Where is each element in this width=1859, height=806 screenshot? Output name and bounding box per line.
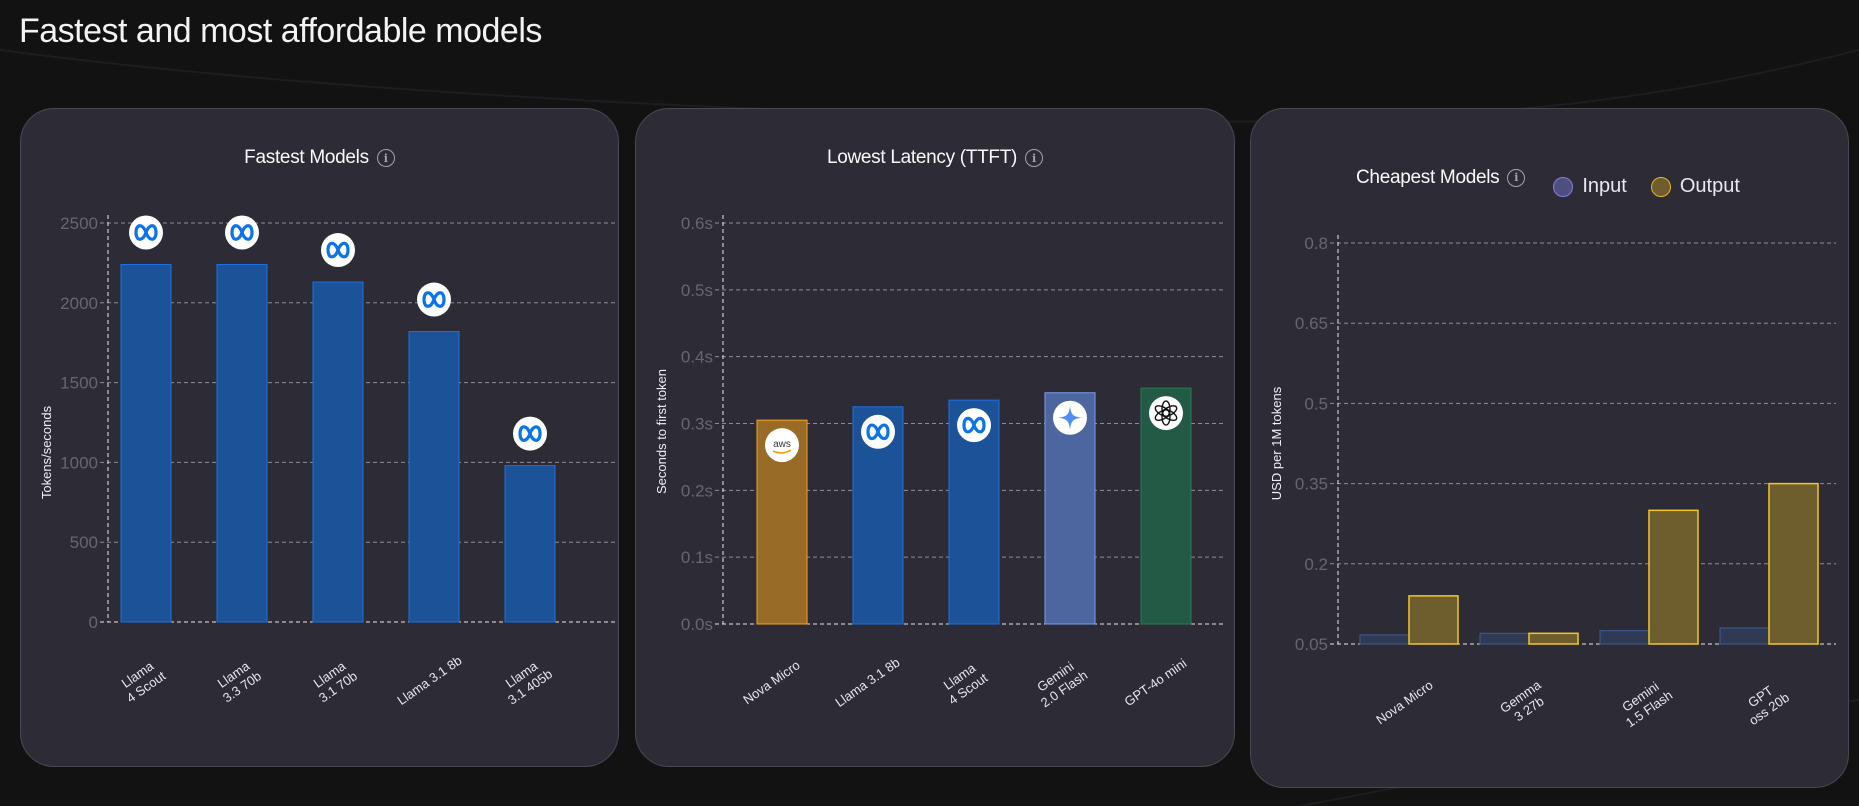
legend-label: Output	[1679, 175, 1740, 197]
info-icon[interactable]: i	[376, 149, 395, 167]
bar[interactable]	[120, 263, 172, 623]
card-title: Fastest Models	[244, 147, 369, 168]
page-title: Fastest and most affordable models	[19, 12, 542, 50]
x-tick-label: Gemini1.5 Flash	[1614, 675, 1675, 730]
bar-input[interactable]	[1719, 627, 1770, 645]
x-tick-label: Gemini2.0 Flash	[1029, 655, 1090, 710]
x-tick-label: GPT-4o mini	[1122, 655, 1190, 709]
bar[interactable]	[408, 331, 460, 623]
bar-input[interactable]	[1599, 630, 1650, 645]
x-tick-label: Gemma3 27b	[1497, 677, 1553, 729]
card-header: Fastest Models i	[21, 147, 618, 169]
bar[interactable]	[216, 263, 268, 623]
gemini-logo-icon	[1053, 400, 1087, 435]
bar[interactable]	[756, 419, 808, 625]
y-tick-label: 1500	[60, 374, 98, 393]
y-tick-label: 0	[89, 613, 98, 632]
x-tick-label: Nova Micro	[740, 657, 802, 707]
lowest-latency-chart: 0.0s 0.1s 0.2s 0.3s 0.4s 0.5s 0.6s Seconds to f…	[654, 214, 1226, 710]
y-tick-label: 500	[70, 533, 98, 552]
info-icon[interactable]: i	[1507, 168, 1526, 187]
meta-logo-icon	[417, 282, 451, 317]
x-tick-label: Llama3.1 70b	[307, 656, 360, 705]
openai-logo-icon	[1149, 396, 1183, 431]
x-tick-label: Llama3.1 405b	[496, 654, 555, 708]
meta-logo-icon	[957, 408, 991, 443]
bar[interactable]	[312, 281, 364, 623]
y-tick-label: 0.65	[1295, 314, 1328, 333]
meta-logo-icon	[225, 215, 259, 250]
y-tick-label: 0.6s	[681, 214, 713, 233]
y-tick-label: 0.5	[1304, 394, 1328, 413]
cheapest-models-card: Cheapest Models i Input Output 0.05 0.2 0.…	[1250, 108, 1849, 788]
bar-output[interactable]	[1408, 595, 1459, 645]
y-axis-title: Seconds to first token	[654, 369, 669, 494]
fastest-models-card: Fastest Models i 0 500 1000 1500 2000 2500 Tok…	[20, 108, 619, 767]
y-tick-label: 1000	[60, 453, 98, 472]
card-title: Lowest Latency (TTFT)	[826, 147, 1018, 168]
x-tick-label: Llama 3.1 8b	[394, 653, 464, 708]
legend-item-input[interactable]: Input	[1553, 175, 1627, 198]
meta-logo-icon	[129, 215, 163, 250]
meta-logo-icon	[321, 233, 355, 268]
y-tick-label: 0.05	[1295, 635, 1328, 654]
y-tick-label: 0.3s	[681, 415, 713, 434]
y-axis-title: Tokens/seconds	[39, 405, 54, 499]
y-tick-label: 0.1s	[681, 548, 713, 567]
info-icon[interactable]: i	[1025, 149, 1044, 167]
x-tick-label: Llama 3.1 8b	[832, 655, 902, 710]
card-title: Cheapest Models	[1356, 166, 1500, 188]
y-tick-label: 0.35	[1295, 475, 1328, 494]
meta-logo-icon	[861, 414, 895, 449]
y-axis-title: USD per 1M tokens	[1269, 386, 1284, 500]
x-tick-label: Nova Micro	[1373, 677, 1435, 727]
bar-input[interactable]	[1359, 634, 1410, 645]
y-tick-label: 0.4s	[681, 348, 713, 367]
bar[interactable]	[504, 465, 556, 623]
card-header: Cheapest Models i Input Output	[1251, 157, 1848, 198]
legend-label: Input	[1582, 175, 1627, 197]
fastest-models-chart: 0 500 1000 1500 2000 2500 Tokens/seconds Llama4…	[39, 214, 615, 708]
legend-swatch-input	[1553, 176, 1574, 197]
legend-swatch-output	[1650, 176, 1671, 197]
x-tick-label: GPToss 20b	[1737, 677, 1792, 728]
meta-logo-icon	[513, 416, 547, 451]
bar-output[interactable]	[1528, 632, 1579, 645]
y-tick-label: 0.0s	[681, 615, 713, 634]
chart-legend: Input Output	[1553, 175, 1754, 198]
y-tick-label: 0.2s	[681, 481, 713, 500]
legend-item-output[interactable]: Output	[1650, 175, 1740, 198]
bar-output[interactable]	[1648, 509, 1699, 645]
y-tick-label: 2000	[60, 294, 98, 313]
svg-text:aws: aws	[773, 439, 791, 450]
x-tick-label: Llama3.3 70b	[211, 656, 264, 705]
aws-logo-icon: aws	[765, 428, 799, 463]
y-tick-label: 2500	[60, 214, 98, 233]
lowest-latency-card: Lowest Latency (TTFT) i 0.0s 0.1s 0.2s 0.3s…	[635, 108, 1235, 767]
y-tick-label: 0.8	[1304, 234, 1328, 253]
x-tick-label: Llama4 Scout	[115, 656, 169, 706]
bar-input[interactable]	[1479, 632, 1530, 645]
x-tick-label: Llama4 Scout	[937, 658, 991, 708]
cheapest-models-chart: 0.05 0.2 0.35 0.5 0.65 0.8 USD per 1M tokens No…	[1269, 234, 1836, 730]
card-header: Lowest Latency (TTFT) i	[636, 147, 1234, 169]
y-tick-label: 0.2	[1304, 555, 1328, 574]
bar-output[interactable]	[1768, 482, 1819, 645]
y-tick-label: 0.5s	[681, 281, 713, 300]
